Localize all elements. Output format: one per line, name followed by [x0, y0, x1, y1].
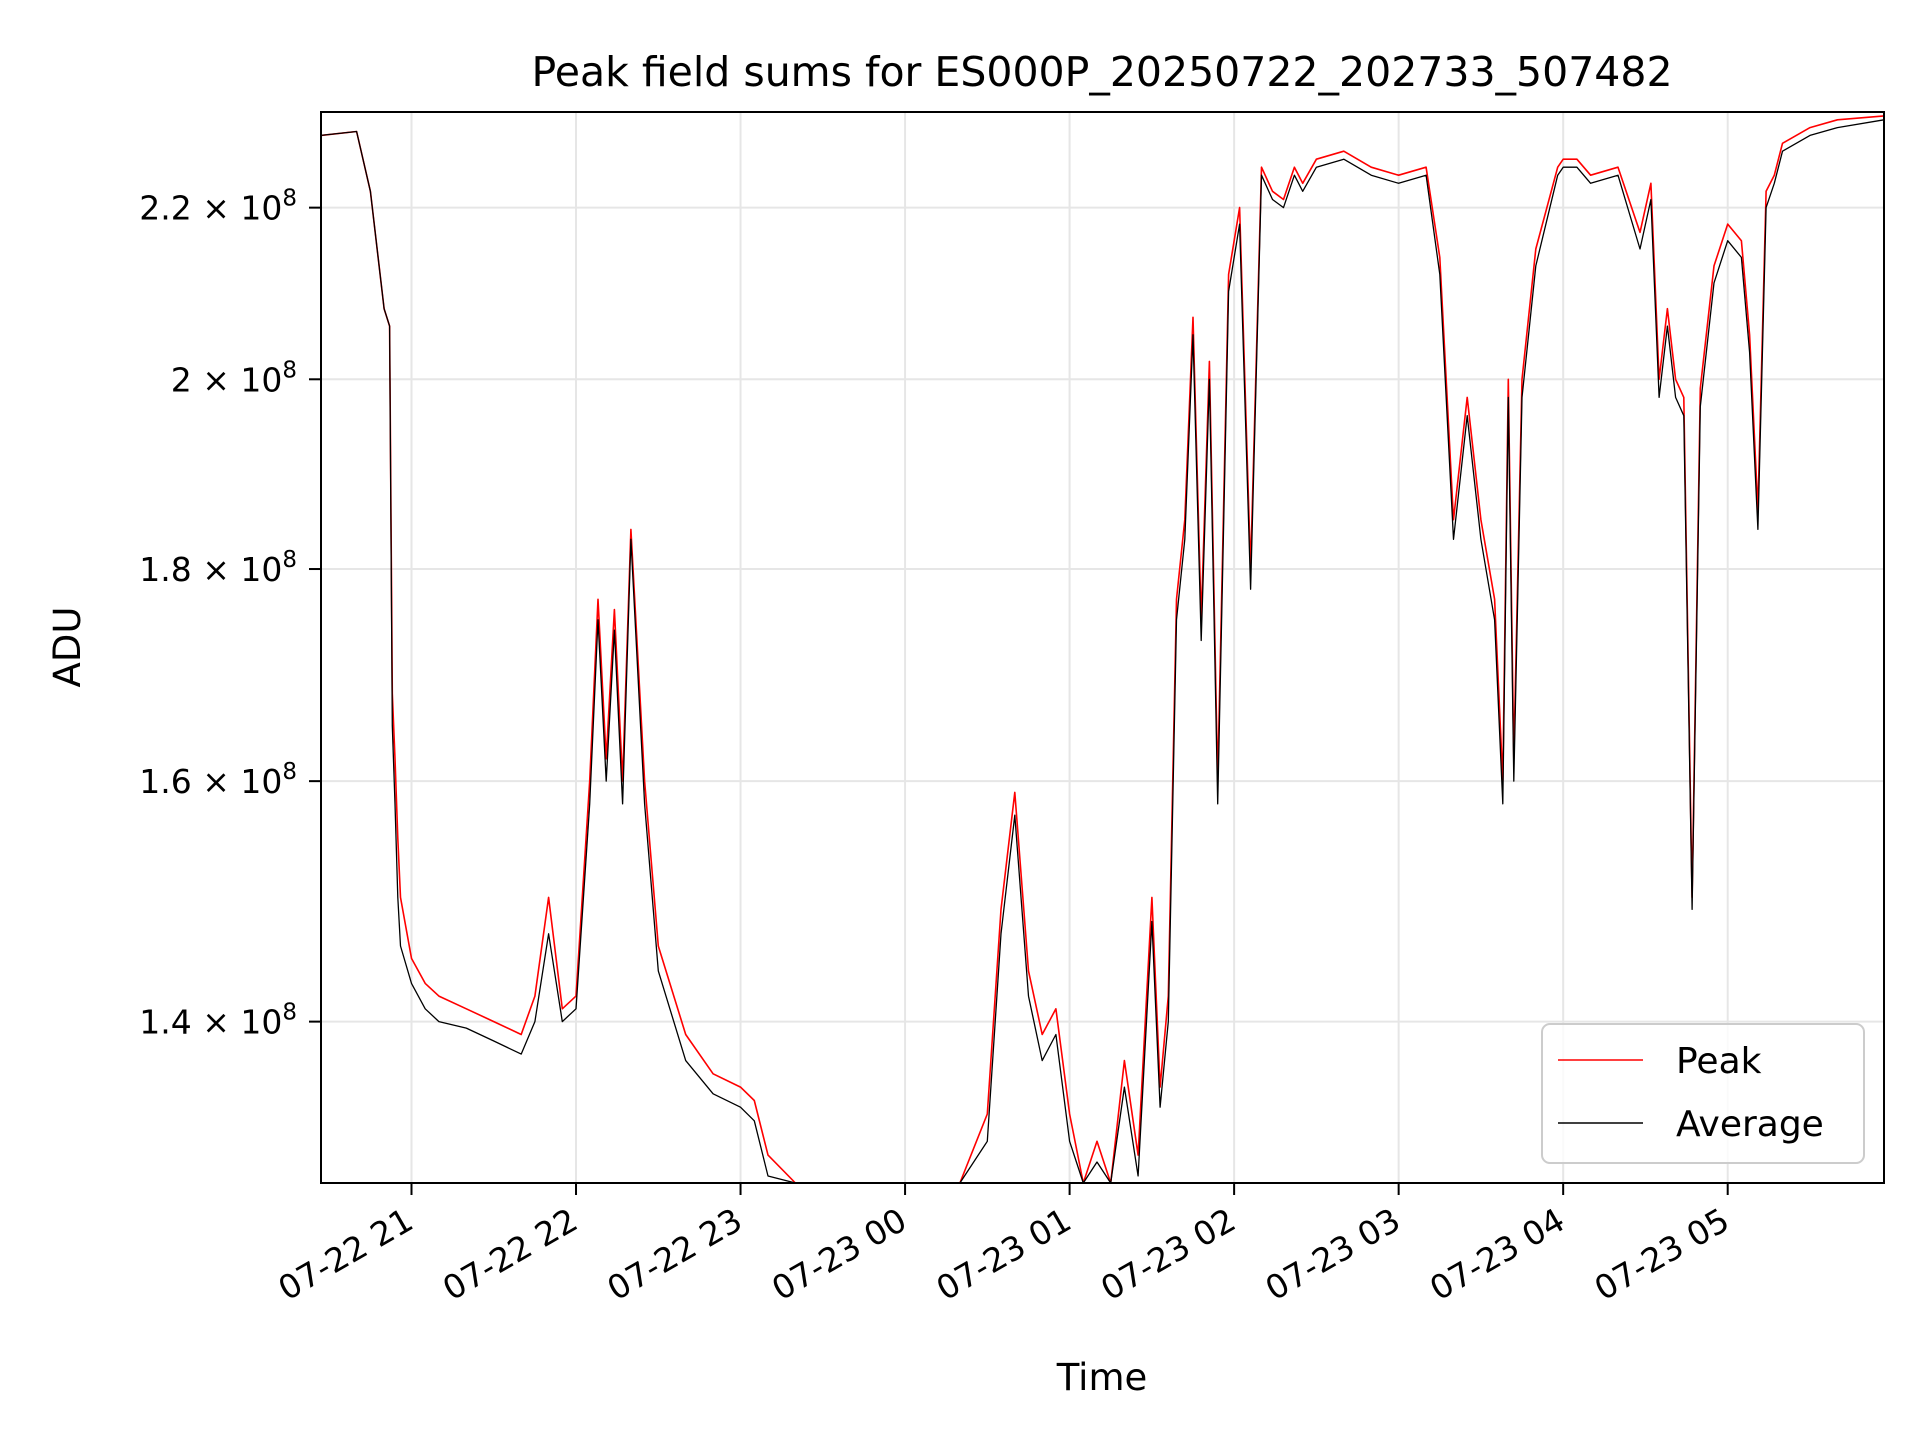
y-tick-label: 1.6 × 108: [139, 759, 297, 801]
y-tick-label: 1.8 × 108: [139, 547, 297, 589]
legend-label-average: Average: [1676, 1104, 1824, 1145]
y-axis-label: ADU: [46, 607, 89, 688]
x-axis-label: Time: [1056, 1356, 1148, 1399]
y-axis: 1.4 × 108 1.6 × 108 1.8 × 108 2 × 108 2.2 × …: [139, 186, 321, 1042]
series-line-average: [320, 119, 1885, 1184]
series-layer: [320, 115, 1885, 1184]
y-tick-label: 2 × 108: [171, 357, 297, 399]
y-tick-label: 1.4 × 108: [139, 1000, 297, 1042]
plot-frame: [320, 111, 1885, 1184]
y-tick-label: 2.2 × 108: [139, 186, 297, 228]
legend: Peak Average: [1541, 1023, 1865, 1164]
legend-box: [1541, 1023, 1865, 1164]
legend-label-peak: Peak: [1676, 1041, 1762, 1082]
grid: [321, 112, 1884, 1183]
chart-title: Peak field sums for ES000P_20250722_2027…: [531, 48, 1672, 96]
